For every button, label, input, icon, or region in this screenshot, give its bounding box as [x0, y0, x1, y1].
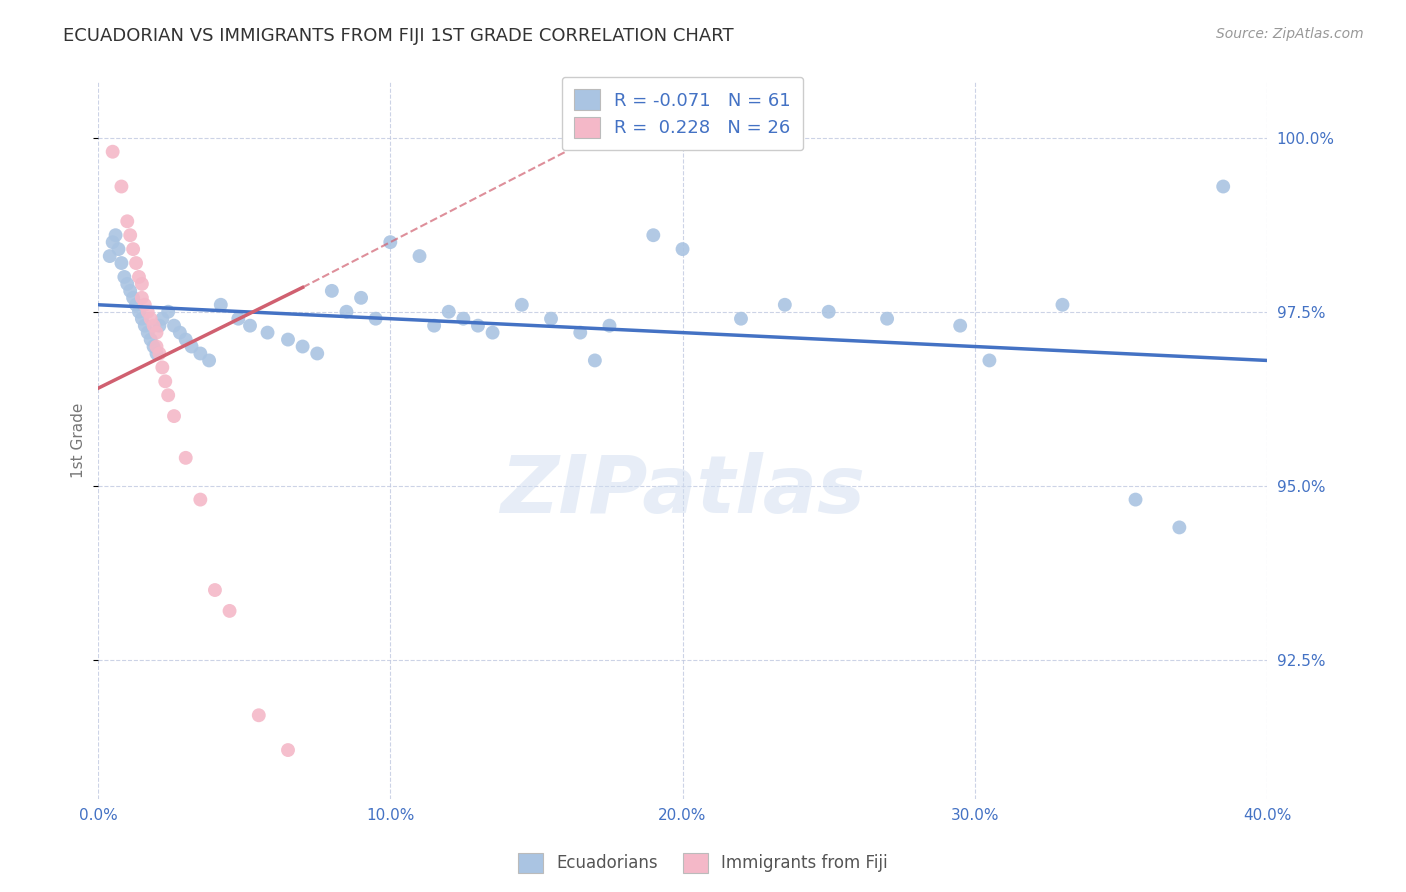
- Point: [198, 353, 221, 368]
- Point: [188, 346, 211, 360]
- Point: [107, 242, 129, 256]
- Point: [163, 318, 186, 333]
- Point: [117, 214, 139, 228]
- Point: [598, 318, 620, 333]
- Text: ZIPatlas: ZIPatlas: [501, 451, 865, 530]
- Point: [150, 311, 173, 326]
- Point: [979, 353, 1001, 368]
- Point: [157, 304, 180, 318]
- Point: [134, 298, 156, 312]
- Point: [120, 228, 142, 243]
- Point: [218, 604, 240, 618]
- Point: [540, 311, 562, 326]
- Point: [1052, 298, 1074, 312]
- Point: [321, 284, 343, 298]
- Y-axis label: 1st Grade: 1st Grade: [72, 403, 86, 478]
- Point: [437, 304, 460, 318]
- Point: [169, 326, 191, 340]
- Legend: Ecuadorians, Immigrants from Fiji: Ecuadorians, Immigrants from Fiji: [512, 847, 894, 880]
- Point: [949, 318, 972, 333]
- Point: [408, 249, 430, 263]
- Point: [817, 304, 839, 318]
- Point: [142, 339, 165, 353]
- Point: [671, 242, 693, 256]
- Point: [145, 339, 167, 353]
- Point: [364, 311, 387, 326]
- Point: [145, 326, 167, 340]
- Point: [122, 242, 145, 256]
- Point: [350, 291, 373, 305]
- Point: [423, 318, 446, 333]
- Point: [136, 326, 159, 340]
- Point: [125, 298, 148, 312]
- Point: [256, 326, 278, 340]
- Point: [142, 318, 165, 333]
- Point: [204, 582, 226, 597]
- Point: [101, 235, 124, 249]
- Point: [569, 326, 592, 340]
- Point: [467, 318, 489, 333]
- Point: [1212, 179, 1234, 194]
- Point: [209, 298, 232, 312]
- Point: [125, 256, 148, 270]
- Point: [157, 388, 180, 402]
- Point: [101, 145, 124, 159]
- Point: [131, 277, 153, 291]
- Point: [139, 333, 162, 347]
- Point: [510, 298, 533, 312]
- Point: [104, 228, 127, 243]
- Point: [228, 311, 250, 326]
- Point: [481, 326, 503, 340]
- Point: [120, 284, 142, 298]
- Point: [453, 311, 475, 326]
- Point: [583, 353, 606, 368]
- Point: [98, 249, 121, 263]
- Point: [730, 311, 752, 326]
- Point: [247, 708, 270, 723]
- Point: [277, 333, 299, 347]
- Point: [110, 179, 132, 194]
- Point: [180, 339, 202, 353]
- Text: Source: ZipAtlas.com: Source: ZipAtlas.com: [1216, 27, 1364, 41]
- Point: [1168, 520, 1191, 534]
- Point: [174, 450, 197, 465]
- Point: [131, 291, 153, 305]
- Point: [643, 228, 665, 243]
- Point: [150, 360, 173, 375]
- Point: [128, 304, 150, 318]
- Point: [163, 409, 186, 423]
- Point: [307, 346, 329, 360]
- Point: [380, 235, 402, 249]
- Point: [155, 374, 177, 388]
- Point: [128, 269, 150, 284]
- Point: [122, 291, 145, 305]
- Point: [174, 333, 197, 347]
- Point: [188, 492, 211, 507]
- Point: [239, 318, 262, 333]
- Point: [291, 339, 314, 353]
- Point: [148, 346, 170, 360]
- Point: [136, 304, 159, 318]
- Point: [1125, 492, 1147, 507]
- Point: [335, 304, 357, 318]
- Legend: R = -0.071   N = 61, R =  0.228   N = 26: R = -0.071 N = 61, R = 0.228 N = 26: [562, 77, 803, 150]
- Point: [277, 743, 299, 757]
- Point: [112, 269, 135, 284]
- Point: [110, 256, 132, 270]
- Point: [876, 311, 898, 326]
- Point: [148, 318, 170, 333]
- Point: [139, 311, 162, 326]
- Point: [145, 346, 167, 360]
- Point: [773, 298, 796, 312]
- Point: [131, 311, 153, 326]
- Text: ECUADORIAN VS IMMIGRANTS FROM FIJI 1ST GRADE CORRELATION CHART: ECUADORIAN VS IMMIGRANTS FROM FIJI 1ST G…: [63, 27, 734, 45]
- Point: [134, 318, 156, 333]
- Point: [117, 277, 139, 291]
